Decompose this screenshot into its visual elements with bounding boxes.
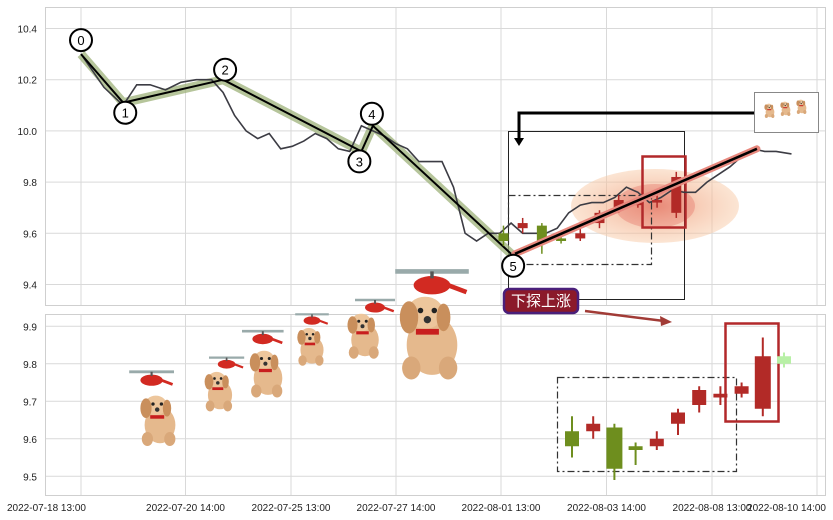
trend-line-core	[514, 147, 758, 255]
wave-marker-label: 5	[510, 259, 517, 274]
wave-marker-circle	[359, 101, 384, 126]
bottom-candle-body	[713, 393, 728, 398]
trend-line	[511, 145, 761, 258]
top-panel-frame	[45, 7, 826, 306]
bottom-candle-body	[606, 427, 623, 469]
wave-marker-label: 4	[368, 107, 375, 122]
bottom-candle-body	[777, 356, 791, 364]
bottom-breakout-box	[724, 322, 780, 423]
label-arrowhead	[660, 316, 672, 326]
wave-path-line	[80, 53, 512, 255]
top-y-tick-label: 10.2	[18, 76, 38, 87]
bottom-candles	[565, 337, 791, 480]
bottom-candle-body	[671, 412, 685, 424]
bottom-candle-body	[734, 386, 749, 394]
wave-marker-label: 2	[221, 63, 228, 78]
pointer-arrow	[517, 111, 754, 140]
wave-marker-label: 1	[122, 106, 129, 121]
pattern-label-badge	[502, 287, 580, 315]
wave-markers: 0 1 2 3 4 5	[69, 28, 526, 278]
x-tick-labels: 2022-07-18 13:00 2022-07-20 14:00 2022-07-…	[7, 503, 826, 514]
bottom-candle-body	[692, 390, 707, 405]
wave-path	[80, 53, 512, 255]
top-y-tick-label: 9.4	[23, 281, 37, 292]
bottom-candle-body	[586, 423, 601, 432]
consolidation-box	[507, 194, 653, 266]
x-tick-label: 2022-08-01 13:00	[462, 503, 541, 514]
bottom-gridlines	[46, 315, 825, 495]
bottom-consolidation-box	[556, 376, 738, 473]
top-candle-body	[671, 176, 682, 213]
x-tick-label: 2022-07-18 13:00	[7, 503, 86, 514]
bottom-y-tick-label: 9.6	[23, 435, 37, 446]
pattern-label: 下探上涨	[511, 293, 571, 310]
x-tick-label: 2022-08-08 13:00	[673, 503, 752, 514]
top-y-tick-label: 10.4	[18, 24, 38, 35]
wave-marker-label: 3	[356, 154, 363, 169]
x-tick-label: 2022-07-27 14:00	[357, 503, 436, 514]
x-tick-label: 2022-08-03 14:00	[567, 503, 646, 514]
top-candle-body	[652, 200, 663, 203]
bottom-candle-body	[649, 438, 664, 447]
bottom-y-tick-label: 9.7	[23, 397, 37, 408]
highlight-oval	[571, 169, 739, 243]
wave-marker-circle	[213, 57, 238, 82]
top-candle-body	[536, 225, 547, 244]
top-candle-body	[575, 233, 586, 239]
bottom-candle-body	[628, 446, 643, 450]
top-y-tick-label: 10.0	[18, 127, 38, 138]
bottom-candle-body	[754, 356, 771, 409]
wave-marker-circle	[347, 149, 372, 174]
top-candle-body	[556, 238, 567, 241]
top-y-tick-label: 9.6	[23, 229, 37, 240]
label-arrow	[584, 309, 665, 323]
wave-marker-circle	[69, 28, 93, 53]
bottom-y-tick-label: 9.8	[23, 360, 37, 371]
bottom-candle-body	[565, 431, 579, 447]
wave-marker-label: 0	[77, 33, 84, 48]
x-tick-label: 2022-08-10 14:00	[747, 503, 826, 514]
bottom-y-tick-label: 9.5	[23, 472, 37, 483]
bottom-y-tick-label: 9.9	[23, 322, 37, 333]
top-y-tick-labels: 9.4 9.6 9.8 10.0 10.2 10.4	[18, 24, 38, 291]
x-tick-label: 2022-07-25 13:00	[252, 503, 331, 514]
pointer-arrowhead	[514, 138, 524, 146]
top-candle-body	[498, 233, 509, 241]
bottom-y-tick-labels: 9.5 9.6 9.7 9.8 9.9	[23, 322, 37, 483]
top-y-tick-label: 9.8	[23, 178, 37, 189]
x-tick-label: 2022-07-20 14:00	[146, 503, 225, 514]
wave-marker-circle	[113, 100, 138, 125]
wave-marker-circle	[501, 253, 526, 278]
top-candle-body	[517, 223, 528, 229]
